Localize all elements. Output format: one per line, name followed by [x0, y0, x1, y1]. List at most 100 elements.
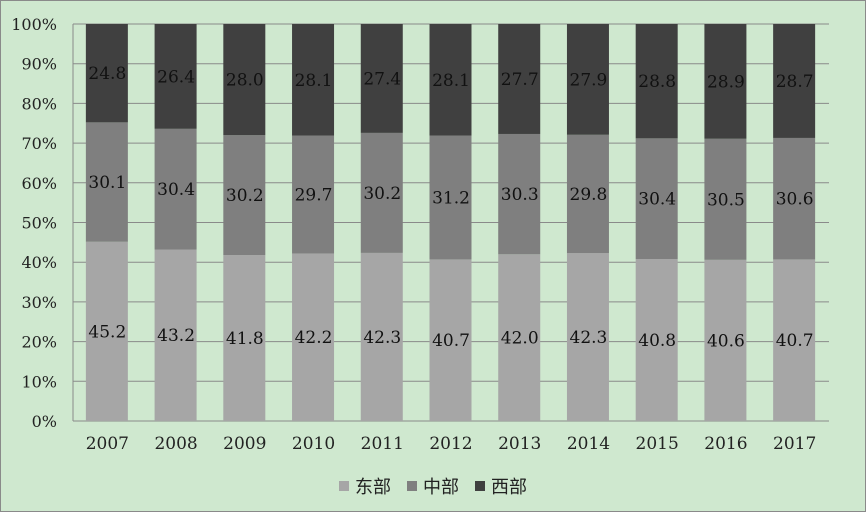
x-tick-label: 2008 [154, 434, 197, 454]
data-label: 40.7 [776, 331, 814, 351]
data-label: 45.2 [88, 322, 126, 342]
legend-item: 西部 [475, 473, 527, 499]
legend-swatch [475, 481, 485, 491]
data-label: 41.8 [226, 329, 264, 349]
legend-item: 东部 [339, 473, 391, 499]
data-label: 27.4 [363, 69, 401, 89]
y-tick-label: 10% [21, 372, 57, 391]
x-tick-label: 2010 [292, 434, 335, 454]
x-tick-label: 2017 [773, 434, 816, 454]
y-tick-label: 80% [21, 94, 57, 113]
legend-label: 东部 [355, 477, 391, 498]
legend-swatch [407, 481, 417, 491]
legend: 东部 中部 西部 [1, 473, 865, 499]
bar-segment [498, 254, 541, 421]
data-label: 29.7 [295, 186, 333, 206]
data-label: 30.2 [226, 186, 264, 206]
data-label: 43.2 [157, 326, 195, 346]
bar-segment [773, 24, 816, 138]
legend-item: 中部 [407, 473, 459, 499]
y-tick-label: 20% [21, 333, 57, 352]
stacked-bar-chart: 0% 10% 20% 30% 40% 50% 60% 70% 80% 90% 100% 45.2 30.… [11, 15, 829, 454]
bar-segment [498, 133, 541, 255]
bar-segment [566, 253, 609, 421]
y-tick-label: 50% [21, 214, 57, 233]
data-label: 40.8 [638, 331, 676, 351]
bar-segment [704, 24, 747, 139]
bar-segment [154, 24, 197, 129]
bar-segment [85, 122, 128, 242]
bar-segment [154, 128, 197, 250]
bar-segment [292, 253, 335, 421]
bar-segment [566, 24, 609, 135]
bar-segment [360, 132, 403, 253]
data-label: 42.3 [363, 328, 401, 348]
bar-segment [85, 241, 128, 421]
data-label: 28.8 [638, 72, 676, 92]
data-label: 28.0 [226, 71, 264, 91]
x-tick-label: 2016 [704, 434, 747, 454]
x-tick-label: 2014 [567, 434, 610, 454]
data-label: 30.4 [638, 190, 676, 210]
data-label: 28.1 [295, 71, 333, 91]
bar-segment [223, 255, 266, 421]
y-tick-label: 30% [21, 293, 57, 312]
y-tick-label: 40% [21, 253, 57, 272]
bar-segment [566, 134, 609, 254]
data-label: 28.7 [776, 72, 814, 92]
bar-segment [704, 259, 747, 421]
data-label: 26.4 [157, 67, 195, 87]
data-label: 28.9 [707, 72, 745, 92]
x-tick-label: 2007 [86, 434, 129, 454]
data-label: 30.6 [776, 190, 814, 210]
x-tick-label: 2015 [636, 434, 679, 454]
x-tick-label: 2011 [361, 434, 404, 454]
data-label: 30.2 [363, 184, 401, 204]
bar-segment [429, 135, 472, 260]
data-label: 31.2 [432, 188, 470, 208]
data-label: 30.3 [501, 185, 539, 205]
bar-segment [429, 24, 472, 136]
y-tick-label: 0% [32, 412, 57, 431]
x-tick-label: 2009 [223, 434, 266, 454]
bar-segment [292, 135, 335, 254]
x-tick-label: 2013 [498, 434, 541, 454]
data-label: 27.7 [501, 70, 539, 90]
x-tick-label: 2012 [429, 434, 472, 454]
bar-segment [635, 138, 678, 260]
bar-segment [292, 24, 335, 136]
data-label: 24.8 [88, 64, 126, 84]
bar-segment [360, 252, 403, 421]
data-label: 27.9 [570, 70, 608, 90]
bar-segment [773, 137, 816, 260]
data-label: 42.3 [570, 328, 608, 348]
bar-segment [223, 135, 266, 256]
data-label: 29.8 [570, 185, 608, 205]
bar-segment [429, 259, 472, 421]
data-label: 42.0 [501, 329, 539, 349]
legend-label: 中部 [423, 477, 459, 498]
y-tick-label: 70% [21, 134, 57, 153]
bar-segment [635, 24, 678, 139]
bar-segment [635, 259, 678, 421]
y-tick-label: 100% [11, 15, 57, 34]
bar-segment [223, 24, 266, 136]
data-label: 40.6 [707, 331, 745, 351]
bar-segment [498, 24, 541, 134]
bar-segment [360, 24, 403, 133]
bar-segment [704, 138, 747, 260]
bar-segment [85, 24, 128, 123]
data-label: 30.4 [157, 180, 195, 200]
legend-label: 西部 [491, 477, 527, 498]
data-label: 30.1 [88, 173, 126, 193]
y-tick-label: 60% [21, 174, 57, 193]
y-tick-label: 90% [21, 55, 57, 74]
data-label: 40.7 [432, 331, 470, 351]
data-label: 42.2 [295, 328, 333, 348]
data-label: 28.1 [432, 71, 470, 91]
data-label: 30.5 [707, 190, 745, 210]
legend-swatch [339, 481, 349, 491]
bar-segment [773, 259, 816, 421]
bar-segment [154, 249, 197, 421]
